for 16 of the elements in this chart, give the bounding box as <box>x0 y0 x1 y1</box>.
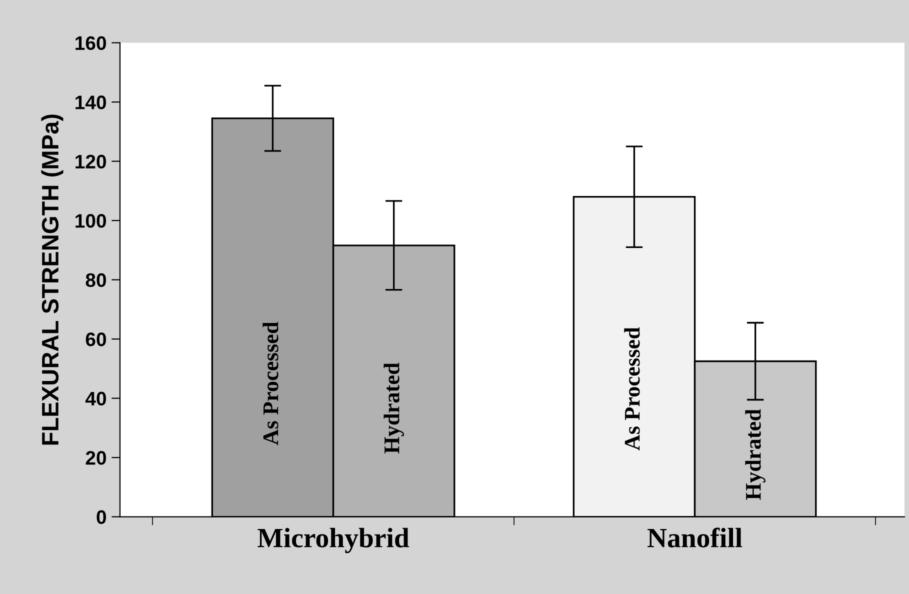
y-tick-label: 0 <box>96 510 106 524</box>
y-tick-label: 160 <box>76 36 106 50</box>
y-tick-label: 80 <box>86 273 106 288</box>
y-tick-label: 60 <box>86 332 106 346</box>
x-tick-label: Nanofill <box>647 528 742 548</box>
y-axis-title: FLEXURAL STRENGTH (MPa) <box>41 114 64 445</box>
y-tick-label: 140 <box>76 95 106 110</box>
series-label: Hydrated <box>745 409 766 500</box>
series-label: As Processed <box>262 322 278 446</box>
x-tick-label: Microhybrid <box>258 528 410 554</box>
y-tick-label: 120 <box>76 154 106 169</box>
y-tick-label: 20 <box>86 450 106 465</box>
text: Hydrated <box>384 362 404 454</box>
text: As Processed <box>624 327 640 450</box>
y-tick-label: 40 <box>85 392 106 406</box>
y-tick-label: 100 <box>76 214 106 228</box>
